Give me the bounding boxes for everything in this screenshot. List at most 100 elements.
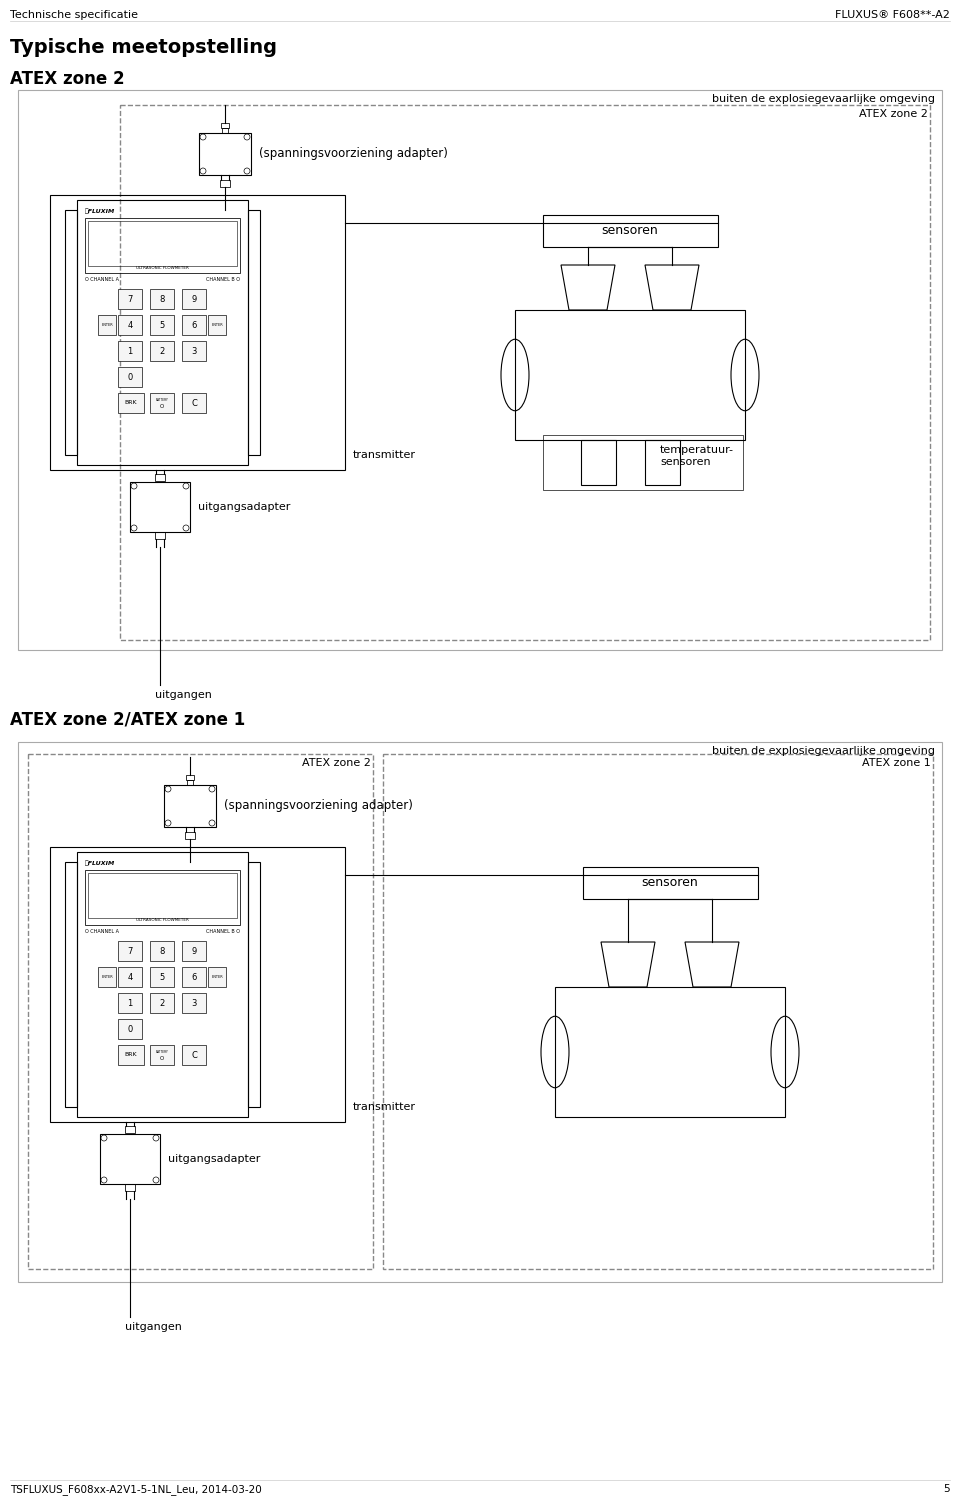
Bar: [118, 1019, 142, 1038]
Bar: [130, 482, 190, 531]
Text: (spanningsvoorziening adapter): (spanningsvoorziening adapter): [224, 799, 413, 813]
Bar: [555, 987, 785, 1117]
Bar: [50, 196, 345, 470]
Text: 5: 5: [159, 321, 164, 330]
Bar: [581, 439, 616, 485]
Text: BATTERY: BATTERY: [156, 397, 168, 402]
Text: ULTRASONIC FLOWMETER: ULTRASONIC FLOWMETER: [135, 266, 188, 269]
Bar: [150, 289, 174, 309]
Text: TSFLUXUS_F608xx-A2V1-5-1NL_Leu, 2014-03-20: TSFLUXUS_F608xx-A2V1-5-1NL_Leu, 2014-03-…: [10, 1484, 262, 1494]
Text: C: C: [191, 1050, 197, 1060]
Bar: [155, 474, 165, 482]
Text: 6: 6: [191, 972, 197, 981]
Text: 3: 3: [191, 998, 197, 1007]
Bar: [221, 123, 229, 128]
Bar: [186, 775, 194, 780]
Bar: [118, 941, 142, 962]
Text: transmitter: transmitter: [353, 1102, 416, 1112]
Text: ATEX zone 2/ATEX zone 1: ATEX zone 2/ATEX zone 1: [10, 710, 245, 728]
Text: 8: 8: [159, 947, 165, 956]
Text: 3: 3: [191, 346, 197, 355]
Bar: [65, 211, 77, 455]
Text: temperatuur-
sensoren: temperatuur- sensoren: [660, 445, 734, 467]
Bar: [185, 832, 195, 838]
Bar: [65, 862, 77, 1108]
Bar: [645, 439, 680, 485]
Text: buiten de explosiegevaarlijke omgeving: buiten de explosiegevaarlijke omgeving: [712, 93, 935, 104]
Bar: [150, 342, 174, 361]
Bar: [383, 754, 933, 1269]
Text: transmitter: transmitter: [353, 450, 416, 461]
Text: O CHANNEL A: O CHANNEL A: [85, 929, 119, 935]
Text: 0: 0: [128, 1025, 132, 1034]
Text: ATEX zone 2: ATEX zone 2: [10, 71, 125, 87]
Text: ATEX zone 2: ATEX zone 2: [302, 759, 371, 768]
Text: ULTRASONIC FLOWMETER: ULTRASONIC FLOWMETER: [135, 918, 188, 923]
Text: BRK: BRK: [125, 1052, 137, 1058]
Bar: [543, 215, 718, 247]
Bar: [222, 128, 228, 132]
Bar: [98, 315, 116, 336]
Text: uitgangsadapter: uitgangsadapter: [198, 503, 290, 512]
Bar: [77, 200, 248, 465]
Bar: [85, 870, 240, 926]
Text: ENTER: ENTER: [101, 324, 113, 327]
Text: ENTER: ENTER: [211, 975, 223, 978]
Text: sensoren: sensoren: [602, 224, 659, 238]
Text: ATEX zone 1: ATEX zone 1: [862, 759, 931, 768]
Text: Technische specificatie: Technische specificatie: [10, 11, 138, 20]
Bar: [50, 847, 345, 1123]
Bar: [120, 105, 930, 640]
Bar: [125, 1184, 135, 1190]
Bar: [77, 852, 248, 1117]
Bar: [150, 993, 174, 1013]
Bar: [248, 862, 260, 1108]
Text: uitgangsadapter: uitgangsadapter: [168, 1154, 260, 1163]
Bar: [199, 132, 251, 175]
Text: 5: 5: [944, 1484, 950, 1494]
Bar: [118, 315, 142, 336]
Bar: [100, 1133, 160, 1184]
Text: 0: 0: [128, 373, 132, 381]
Bar: [220, 181, 230, 187]
Bar: [182, 342, 206, 361]
Bar: [182, 941, 206, 962]
Bar: [187, 780, 193, 786]
Text: BRK: BRK: [125, 400, 137, 405]
Text: 8: 8: [159, 295, 165, 304]
Text: sensoren: sensoren: [641, 876, 698, 889]
Bar: [118, 968, 142, 987]
Bar: [118, 393, 144, 412]
Text: ⓅFLUXIM: ⓅFLUXIM: [85, 859, 115, 865]
Bar: [88, 873, 237, 918]
Bar: [118, 342, 142, 361]
Text: 2: 2: [159, 346, 164, 355]
Text: uitgangen: uitgangen: [155, 689, 212, 700]
Bar: [28, 754, 373, 1269]
Bar: [248, 211, 260, 455]
Bar: [125, 1126, 135, 1133]
Bar: [85, 218, 240, 272]
Text: uitgangen: uitgangen: [125, 1321, 181, 1332]
Bar: [150, 1044, 174, 1066]
Text: CHANNEL B O: CHANNEL B O: [206, 277, 240, 281]
Bar: [208, 315, 226, 336]
Text: ATEX zone 2: ATEX zone 2: [859, 108, 928, 119]
Bar: [18, 742, 942, 1282]
Text: 6: 6: [191, 321, 197, 330]
Bar: [182, 1044, 206, 1066]
Text: BATTERY: BATTERY: [156, 1050, 168, 1054]
Text: O: O: [160, 1055, 164, 1061]
Bar: [118, 1044, 144, 1066]
Text: 4: 4: [128, 321, 132, 330]
Text: 1: 1: [128, 346, 132, 355]
Text: 7: 7: [128, 947, 132, 956]
Bar: [150, 968, 174, 987]
Text: O: O: [160, 403, 164, 408]
Bar: [98, 968, 116, 987]
Bar: [118, 367, 142, 387]
Text: 1: 1: [128, 998, 132, 1007]
Bar: [182, 289, 206, 309]
Text: Typische meetopstelling: Typische meetopstelling: [10, 38, 277, 57]
Text: 4: 4: [128, 972, 132, 981]
